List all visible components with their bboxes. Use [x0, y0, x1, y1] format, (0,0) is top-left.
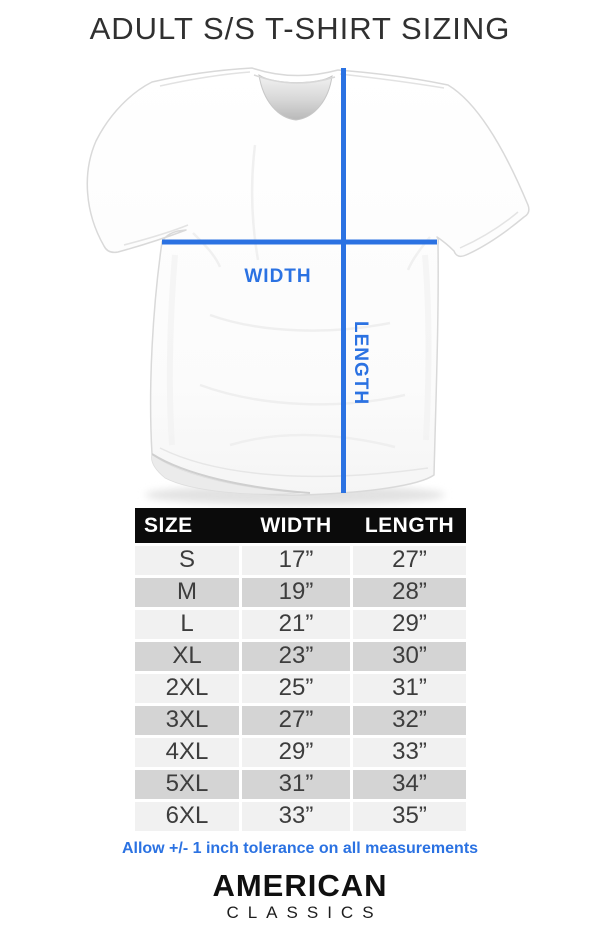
size-cell: L [135, 609, 239, 639]
length-measure-line [341, 68, 346, 493]
hem-seam [159, 447, 429, 478]
header-width: WIDTH [260, 514, 332, 537]
length-measure-label: LENGTH [350, 321, 371, 406]
length-cell: 29” [353, 609, 466, 639]
cuff-seam-right [459, 211, 519, 249]
wrinkles [192, 144, 431, 449]
width-cell: 33” [242, 801, 350, 831]
tolerance-note: Allow +/- 1 inch tolerance on all measur… [121, 840, 479, 857]
width-measure-line [162, 239, 437, 245]
width-cell: 19” [242, 577, 350, 607]
tshirt-illustration [86, 67, 530, 505]
size-cell: XL [135, 641, 239, 671]
size-cell: 3XL [135, 705, 239, 735]
table-row: XL 23” 30” [135, 641, 466, 671]
shirt-body [86, 67, 530, 496]
length-cell: 30” [353, 641, 466, 671]
width-cell: 23” [242, 641, 350, 671]
size-cell: 4XL [135, 737, 239, 767]
length-cell: 35” [353, 801, 466, 831]
length-cell: 33” [353, 737, 466, 767]
size-cell: 2XL [135, 673, 239, 703]
collar-band [253, 74, 336, 84]
side-shading [166, 254, 432, 446]
size-table: SIZE WIDTH LENGTH S 17” 27” M 19” 28” L … [135, 508, 466, 831]
length-cell: 32” [353, 705, 466, 735]
table-row: 3XL 27” 32” [135, 705, 466, 735]
length-cell: 31” [353, 673, 466, 703]
width-cell: 21” [242, 609, 350, 639]
tshirt-diagram: WIDTH LENGTH [0, 55, 600, 515]
length-cell: 27” [353, 545, 466, 575]
table-row: 2XL 25” 31” [135, 673, 466, 703]
shoulder-seam-right [339, 73, 445, 89]
table-row: M 19” 28” [135, 577, 466, 607]
brand-name: AMERICAN [212, 868, 388, 903]
width-cell: 27” [242, 705, 350, 735]
size-cell: M [135, 577, 239, 607]
hem-fold [151, 453, 301, 495]
header-length: LENGTH [364, 514, 455, 537]
cuff-seam-left [123, 224, 189, 246]
hem-fold-crease [151, 453, 311, 494]
width-cell: 17” [242, 545, 350, 575]
table-row: L 21” 29” [135, 609, 466, 639]
header-size: SIZE [144, 514, 193, 537]
table-row: 6XL 33” 35” [135, 801, 466, 831]
size-cell: 5XL [135, 769, 239, 799]
width-cell: 29” [242, 737, 350, 767]
width-cell: 25” [242, 673, 350, 703]
table-row: 5XL 31” 34” [135, 769, 466, 799]
table-row: 4XL 29” 33” [135, 737, 466, 767]
table-row: S 17” 27” [135, 545, 466, 575]
length-cell: 34” [353, 769, 466, 799]
length-cell: 28” [353, 577, 466, 607]
page-title: ADULT S/S T-SHIRT SIZING [89, 11, 511, 46]
size-cell: 6XL [135, 801, 239, 831]
width-measure-label: WIDTH [244, 266, 312, 287]
size-table-header: SIZE WIDTH LENGTH [135, 508, 466, 543]
size-cell: S [135, 545, 239, 575]
brand-subname: CLASSICS [226, 903, 383, 922]
brand-logo: AMERICAN CLASSICS [0, 868, 600, 923]
shoulder-seam-left [159, 71, 251, 87]
width-cell: 31” [242, 769, 350, 799]
